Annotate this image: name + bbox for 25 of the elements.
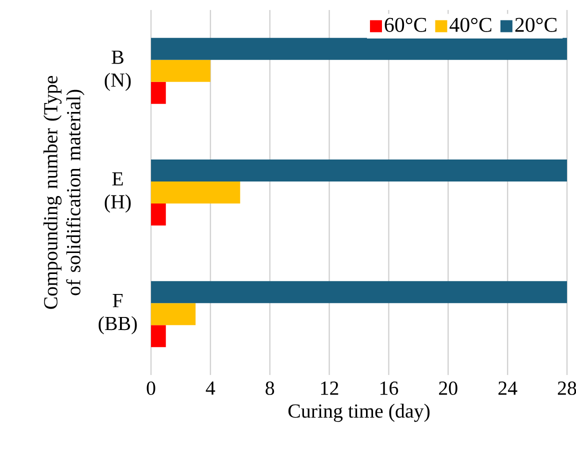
legend-label: 40°C (450, 18, 492, 32)
bar (151, 203, 166, 226)
y-tick-label: F (BB) (98, 294, 137, 334)
x-tick-label: 16 (380, 382, 398, 395)
legend-label: 60°C (384, 18, 426, 32)
x-tick-label: 4 (206, 382, 216, 395)
bar (151, 60, 210, 82)
bar (151, 159, 567, 182)
x-tick-label: 12 (321, 382, 338, 395)
legend-label: 20°C (515, 18, 557, 32)
x-tick-label: 24 (498, 382, 518, 395)
bar (151, 38, 567, 60)
bar (151, 181, 240, 204)
y-tick-label: B (N) (104, 50, 131, 91)
x-tick-label: 0 (146, 382, 156, 395)
y-axis-title: Compounding number (Type of solidification material) (43, 76, 84, 309)
y-tick-label: E (H) (104, 172, 131, 213)
x-tick-label: 28 (558, 382, 576, 395)
x-axis-title: Curing time (day) (288, 404, 430, 422)
x-tick-label: 8 (266, 382, 274, 395)
bar (151, 281, 567, 304)
bar (151, 82, 166, 104)
x-tick-label: 20 (439, 382, 458, 395)
bar (151, 325, 166, 348)
bar (151, 303, 196, 326)
